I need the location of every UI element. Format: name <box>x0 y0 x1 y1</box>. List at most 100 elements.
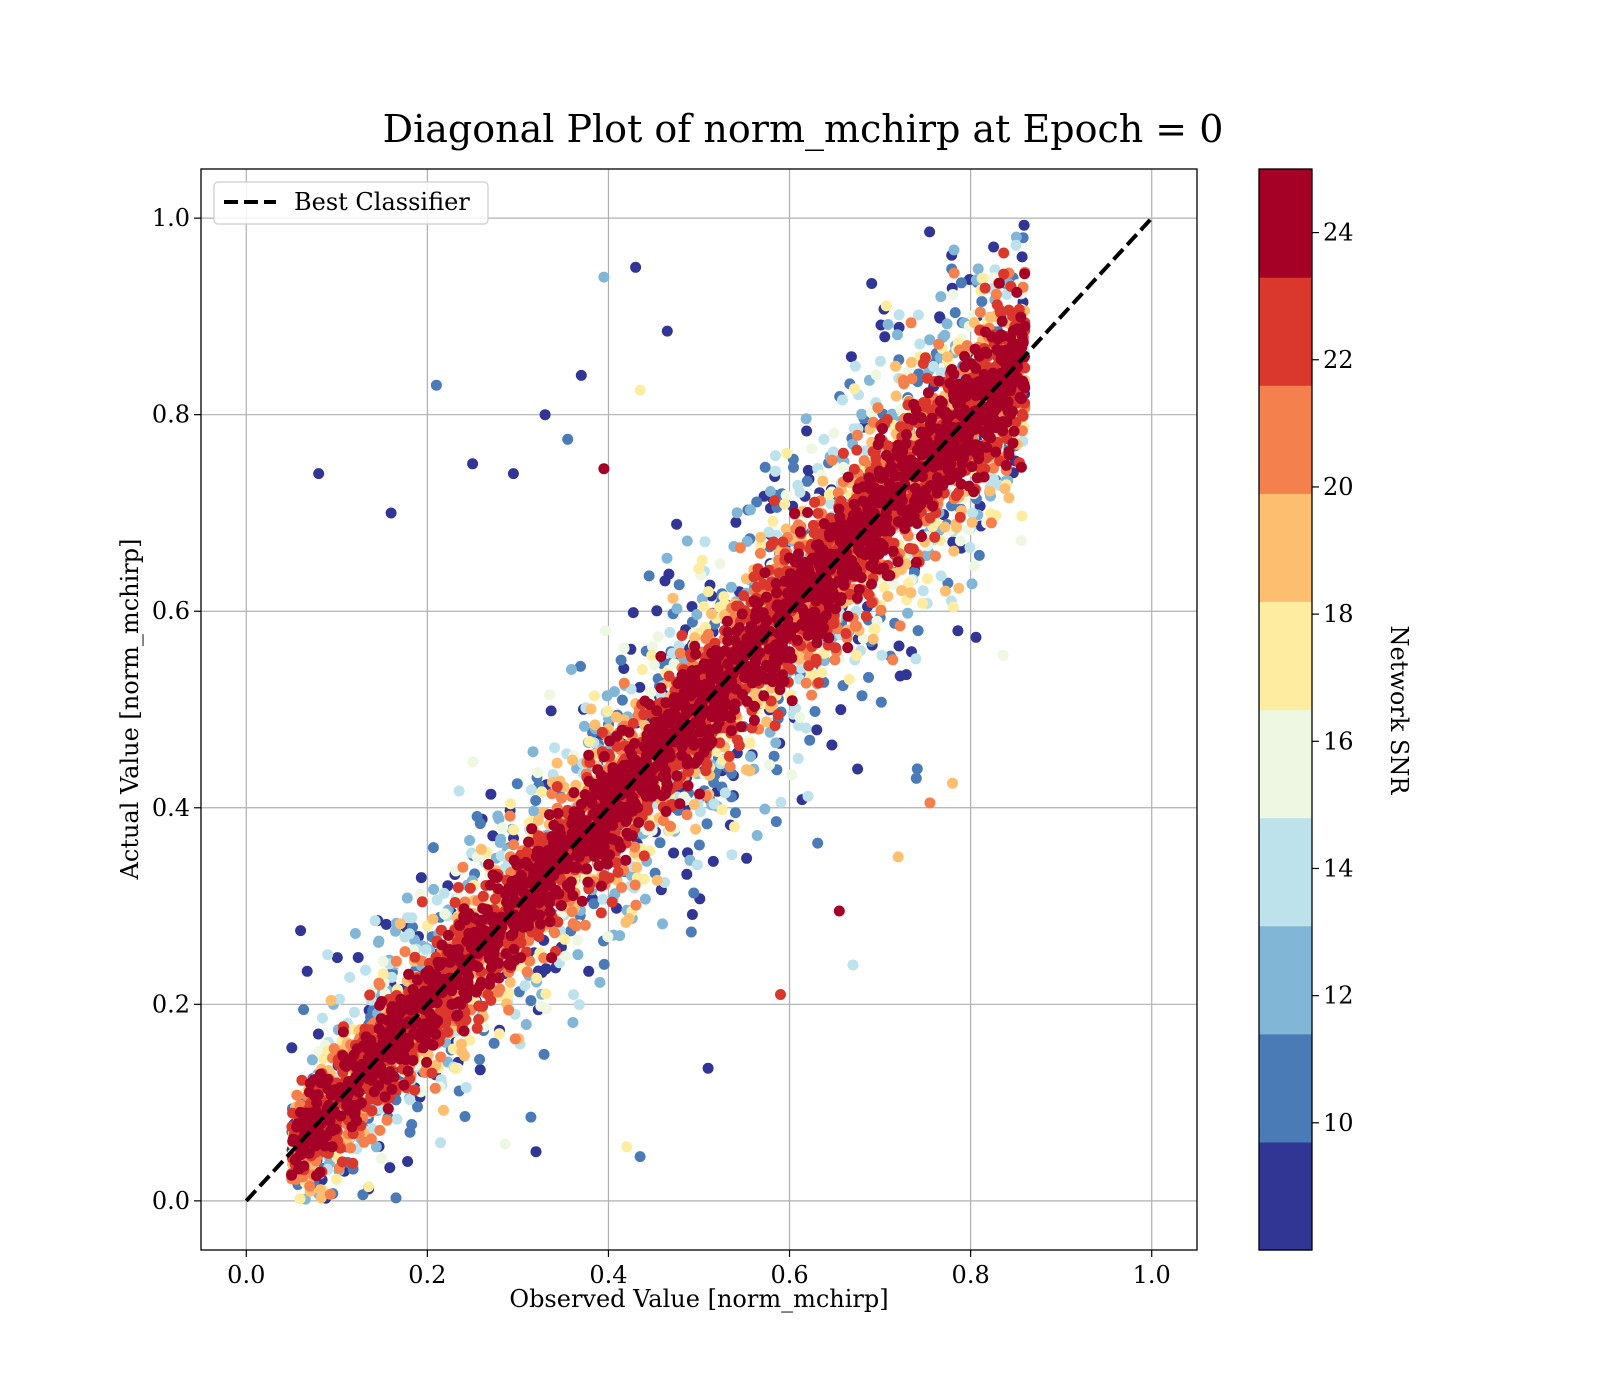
scatter-point <box>870 452 882 464</box>
scatter-point <box>730 807 741 819</box>
scatter-point <box>504 976 516 988</box>
scatter-point <box>792 753 804 764</box>
scatter-point <box>769 495 780 507</box>
scatter-point <box>912 309 924 321</box>
scatter-point <box>673 579 685 591</box>
scatter-point <box>688 799 700 810</box>
scatter-point <box>471 811 483 822</box>
scatter-point <box>438 887 450 899</box>
scatter-point <box>691 859 703 871</box>
scatter-point <box>764 759 775 771</box>
scatter-point <box>524 955 536 967</box>
scatter-point <box>610 857 622 869</box>
scatter-point <box>536 786 548 798</box>
scatter-point <box>584 736 595 747</box>
scatter-point <box>706 608 717 620</box>
scatter-point <box>954 511 966 523</box>
scatter-point <box>910 772 922 784</box>
scatter-point <box>812 837 824 849</box>
scatter-point <box>315 1192 327 1204</box>
scatter-point <box>532 767 544 779</box>
scatter-point <box>979 282 991 294</box>
scatter-point <box>562 433 574 445</box>
scatter-point <box>876 649 888 661</box>
scatter-point <box>849 360 861 372</box>
scatter-point <box>856 408 868 420</box>
scatter-point <box>686 909 698 920</box>
scatter-point <box>427 913 439 925</box>
scatter-point <box>304 1180 316 1192</box>
scatter-point <box>661 552 673 564</box>
scatter-point <box>848 463 860 475</box>
scatter-point <box>888 579 900 590</box>
scatter-point <box>391 1113 403 1125</box>
scatter-point <box>360 964 372 976</box>
scatter-point <box>948 244 960 256</box>
scatter-point <box>334 993 345 1005</box>
scatter-point <box>589 719 601 731</box>
scatter-point <box>719 787 731 799</box>
scatter-point <box>380 918 392 930</box>
scatter-point <box>551 781 563 793</box>
scatter-point <box>485 788 497 800</box>
scatter-point <box>755 539 767 551</box>
scatter-point <box>575 369 587 381</box>
scatter-point <box>325 994 337 1006</box>
scatter-point <box>671 518 683 530</box>
scatter-point <box>643 820 655 832</box>
scatter-point <box>667 647 678 659</box>
scatter-point <box>647 641 658 653</box>
scatter-point <box>348 1006 360 1018</box>
scatter-point <box>294 1193 306 1205</box>
scatter-point <box>621 1141 633 1153</box>
scatter-point <box>475 843 487 855</box>
scatter-point <box>806 443 817 455</box>
scatter-point <box>532 814 544 826</box>
scatter-point <box>520 1019 532 1030</box>
scatter-point <box>744 737 756 749</box>
scatter-point <box>579 919 591 931</box>
scatter-point <box>618 677 630 689</box>
scatter-point <box>578 720 590 732</box>
scatter-point <box>751 496 763 508</box>
scatter-point <box>966 578 978 590</box>
scatter-point <box>381 1114 393 1126</box>
scatter-point <box>947 601 959 613</box>
scatter-point <box>568 989 579 1001</box>
scatter-point <box>539 409 551 421</box>
scatter-point <box>780 523 792 535</box>
scatter-point <box>509 1033 521 1045</box>
scatter-point <box>924 797 936 809</box>
scatter-point <box>494 837 506 848</box>
scatter-point <box>565 664 577 675</box>
scatter-point <box>759 803 771 815</box>
scatter-point <box>914 338 926 350</box>
scatter-point <box>634 384 646 396</box>
scatter-point <box>802 790 814 802</box>
scatter-point <box>800 413 812 425</box>
scatter-point <box>935 570 947 582</box>
scatter-point <box>951 521 963 533</box>
scatter-point <box>459 1111 471 1122</box>
scatter-point <box>892 851 904 863</box>
scatter-point <box>1010 416 1022 428</box>
scatter-point <box>948 545 960 557</box>
scatter-point <box>331 952 343 964</box>
scatter-point <box>363 1181 374 1193</box>
scatter-point <box>596 726 608 738</box>
scatter-point <box>527 746 539 758</box>
scatter-point <box>691 609 703 620</box>
scatter-point <box>474 1054 486 1065</box>
scatter-point <box>681 809 693 821</box>
scatter-point <box>507 468 519 480</box>
scatter-point <box>493 813 505 825</box>
scatter-point <box>430 379 442 391</box>
scatter-point <box>863 671 874 683</box>
scatter-point <box>286 1042 298 1054</box>
scatter-point <box>530 1146 542 1158</box>
scatter-point <box>508 824 520 836</box>
scatter-point <box>324 1188 336 1200</box>
scatter-point <box>1010 239 1022 251</box>
scatter-point <box>700 633 712 644</box>
